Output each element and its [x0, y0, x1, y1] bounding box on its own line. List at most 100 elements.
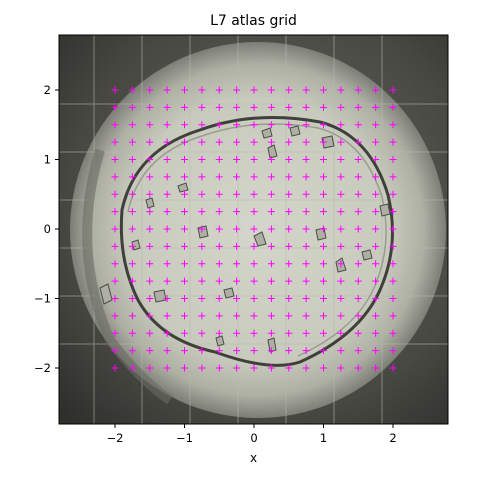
grid-point-marker [285, 190, 293, 198]
grid-point-marker [146, 190, 154, 198]
grid-point-marker [233, 86, 241, 94]
grid-point-marker [111, 103, 119, 111]
grid-point-marker [354, 103, 362, 111]
grid-point-marker [320, 329, 327, 337]
grid-point-marker [389, 190, 397, 198]
grid-point-marker [215, 225, 223, 233]
sample-drop-inner-outline [127, 123, 387, 357]
grid-point-marker [250, 86, 258, 94]
grid-point-marker [285, 277, 293, 285]
grid-point-marker [267, 86, 275, 94]
y-tick-label: −2 [34, 361, 51, 375]
grid-point-marker [163, 312, 171, 320]
grid-point-marker [372, 364, 380, 372]
grid-point-marker [337, 208, 345, 216]
grid-point-marker [267, 312, 275, 320]
grid-point-marker [215, 190, 223, 198]
grid-point-marker [372, 225, 380, 233]
grid-point-marker [163, 86, 171, 94]
grid-point-marker [389, 173, 397, 181]
grid-point-marker [372, 242, 380, 250]
grid-point-marker [111, 86, 119, 94]
grid-point-marker [285, 295, 293, 302]
grid-point-marker [233, 190, 241, 198]
grid-point-marker [285, 208, 293, 216]
grid-point-marker [111, 225, 119, 233]
grid-point-marker [198, 121, 206, 129]
grid-point-marker [267, 138, 275, 146]
grid-point-marker [389, 242, 397, 250]
grid-point-marker [181, 242, 188, 250]
grid-point-marker [146, 242, 154, 250]
grid-point-marker [163, 138, 171, 146]
grid-point-marker [181, 364, 188, 372]
grid-point-marker [181, 277, 188, 285]
grid-point-marker [198, 347, 206, 355]
grid-point-marker [389, 208, 397, 216]
grid-point-marker [389, 121, 397, 129]
grid-point-marker [302, 121, 310, 129]
grid-point-marker [320, 121, 327, 129]
grid-point-marker [163, 225, 171, 233]
grid-point-marker [285, 364, 293, 372]
grid-point-marker [198, 156, 206, 163]
grid-point-marker [285, 156, 293, 163]
grid-point-marker [163, 103, 171, 111]
grid-point-marker [128, 225, 136, 233]
grid-point-marker [163, 364, 171, 372]
grid-point-marker [181, 225, 188, 233]
grid-point-marker [302, 208, 310, 216]
grid-point-marker [233, 138, 241, 146]
grid-point-marker [372, 190, 380, 198]
grid-point-marker [181, 347, 188, 355]
grid-point-marker [146, 156, 154, 163]
grid-point-marker [215, 173, 223, 181]
grid-point-marker [128, 138, 136, 146]
grid-point-marker [285, 173, 293, 181]
grid-point-marker [337, 86, 345, 94]
grid-point-marker [128, 208, 136, 216]
grid-point-marker [354, 242, 362, 250]
grid-point-marker [215, 347, 223, 355]
grid-point-marker [267, 208, 275, 216]
grid-point-marker [111, 173, 119, 181]
grid-point-marker [285, 260, 293, 268]
y-tick-label: −1 [34, 292, 51, 306]
grid-point-marker [389, 277, 397, 285]
grid-point-marker [320, 138, 327, 146]
grid-point-marker [128, 364, 136, 372]
grid-point-marker [111, 190, 119, 198]
grid-point-marker [198, 242, 206, 250]
grid-point-marker [215, 121, 223, 129]
grid-point-marker [337, 190, 345, 198]
y-tick-label: 1 [44, 153, 51, 167]
grid-point-marker [163, 347, 171, 355]
grid-point-marker [111, 277, 119, 285]
grid-point-marker [389, 86, 397, 94]
grid-point-marker [302, 329, 310, 337]
grid-point-marker [111, 364, 119, 372]
grid-point-marker [215, 208, 223, 216]
grid-point-marker [372, 277, 380, 285]
grid-point-marker [320, 86, 327, 94]
grid-point-marker [320, 208, 327, 216]
grid-point-marker [354, 364, 362, 372]
grid-point-marker [389, 156, 397, 163]
grid-point-marker [337, 295, 345, 302]
grid-point-marker [198, 208, 206, 216]
grid-point-marker [337, 242, 345, 250]
grid-point-marker [354, 190, 362, 198]
grid-point-marker [198, 86, 206, 94]
grid-point-marker [128, 156, 136, 163]
grid-point-marker [198, 190, 206, 198]
grid-point-marker [354, 329, 362, 337]
grid-point-marker [302, 260, 310, 268]
grid-point-marker [337, 260, 345, 268]
grid-point-marker [250, 364, 258, 372]
grid-point-marker [128, 347, 136, 355]
grid-point-marker [215, 329, 223, 337]
grid-point-marker [372, 208, 380, 216]
sample-drop-outline [119, 116, 394, 367]
grid-point-marker [372, 329, 380, 337]
grid-point-marker [181, 138, 188, 146]
